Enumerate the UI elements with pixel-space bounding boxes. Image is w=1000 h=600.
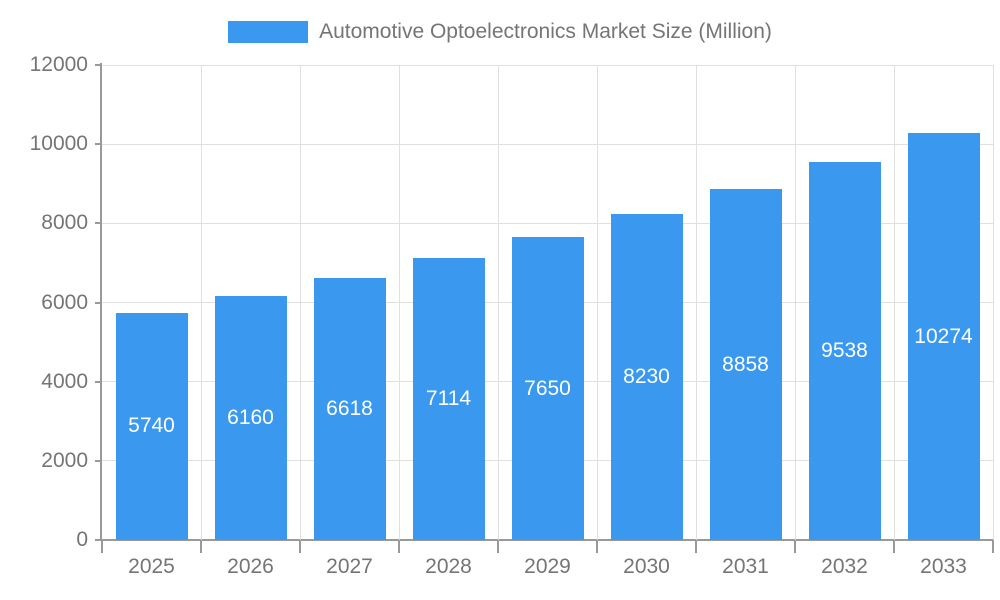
bar-value-label: 7114 (425, 387, 472, 411)
x-axis-tick (200, 541, 202, 553)
legend-swatch (228, 21, 309, 43)
x-axis-tick (992, 541, 994, 553)
y-axis-tick (95, 222, 102, 225)
bar[interactable]: 10274 (907, 133, 980, 540)
legend-label: Automotive Optoelectronics Market Size (… (319, 20, 772, 43)
x-tick-label: 2029 (524, 555, 571, 578)
y-tick-label: 10000 (29, 132, 88, 156)
bar-value-label: 6160 (227, 406, 274, 430)
y-gridline (102, 64, 993, 66)
y-gridline (102, 143, 993, 145)
x-tick-label: 2025 (128, 555, 175, 578)
bar-value-label: 8230 (623, 365, 670, 389)
x-axis-tick (794, 541, 796, 553)
x-gridline (794, 65, 796, 540)
x-tick-label: 2030 (623, 555, 670, 578)
bar[interactable]: 7114 (412, 258, 485, 540)
bar[interactable]: 8230 (610, 214, 683, 540)
bar-value-label: 9538 (821, 339, 868, 363)
x-axis-tick (497, 541, 499, 553)
x-axis-tick (299, 541, 301, 553)
x-tick-label: 2032 (821, 555, 868, 578)
x-gridline (596, 65, 598, 540)
x-axis-tick (398, 541, 400, 553)
x-tick-label: 2027 (326, 555, 373, 578)
y-tick-label: 8000 (41, 211, 88, 235)
y-gridline (102, 222, 993, 224)
y-tick-label: 12000 (29, 53, 88, 76)
x-tick-label: 2031 (722, 555, 769, 578)
y-axis-tick (95, 459, 102, 462)
x-gridline (497, 65, 499, 540)
bar[interactable]: 9538 (808, 162, 881, 540)
x-tick-label: 2033 (920, 555, 967, 578)
x-axis-tick (893, 541, 895, 553)
bar[interactable]: 6160 (214, 296, 287, 540)
x-gridline (299, 65, 301, 540)
x-tick-label: 2026 (227, 555, 274, 578)
x-axis-tick (101, 541, 103, 553)
y-axis-tick (95, 301, 102, 304)
x-gridline (398, 65, 400, 540)
y-axis-tick (95, 539, 102, 541)
bar-value-label: 8858 (722, 352, 769, 376)
y-tick-label: 6000 (41, 290, 88, 314)
y-axis-tick (95, 143, 102, 146)
y-axis-tick (95, 380, 102, 383)
y-tick-label: 0 (76, 528, 88, 551)
bar-value-label: 7650 (524, 376, 571, 400)
y-tick-label: 2000 (41, 448, 88, 472)
bar-value-label: 10274 (914, 324, 973, 348)
y-axis-tick (95, 64, 102, 66)
x-gridline (992, 65, 994, 540)
y-tick-label: 4000 (41, 369, 88, 393)
bar-value-label: 6618 (326, 397, 373, 420)
legend-item[interactable]: Automotive Optoelectronics Market Size (… (0, 20, 1000, 44)
bar[interactable]: 5740 (115, 312, 188, 540)
x-axis-tick (695, 541, 697, 553)
x-gridline (695, 65, 697, 540)
bar-value-label: 5740 (128, 414, 175, 438)
x-gridline (200, 65, 202, 540)
bar[interactable]: 8858 (709, 189, 782, 540)
bar[interactable]: 6618 (313, 278, 386, 540)
x-gridline (893, 65, 895, 540)
x-axis-tick (596, 541, 598, 553)
x-tick-label: 2028 (425, 555, 472, 578)
x-axis-line (95, 539, 994, 541)
bar[interactable]: 7650 (511, 237, 584, 540)
